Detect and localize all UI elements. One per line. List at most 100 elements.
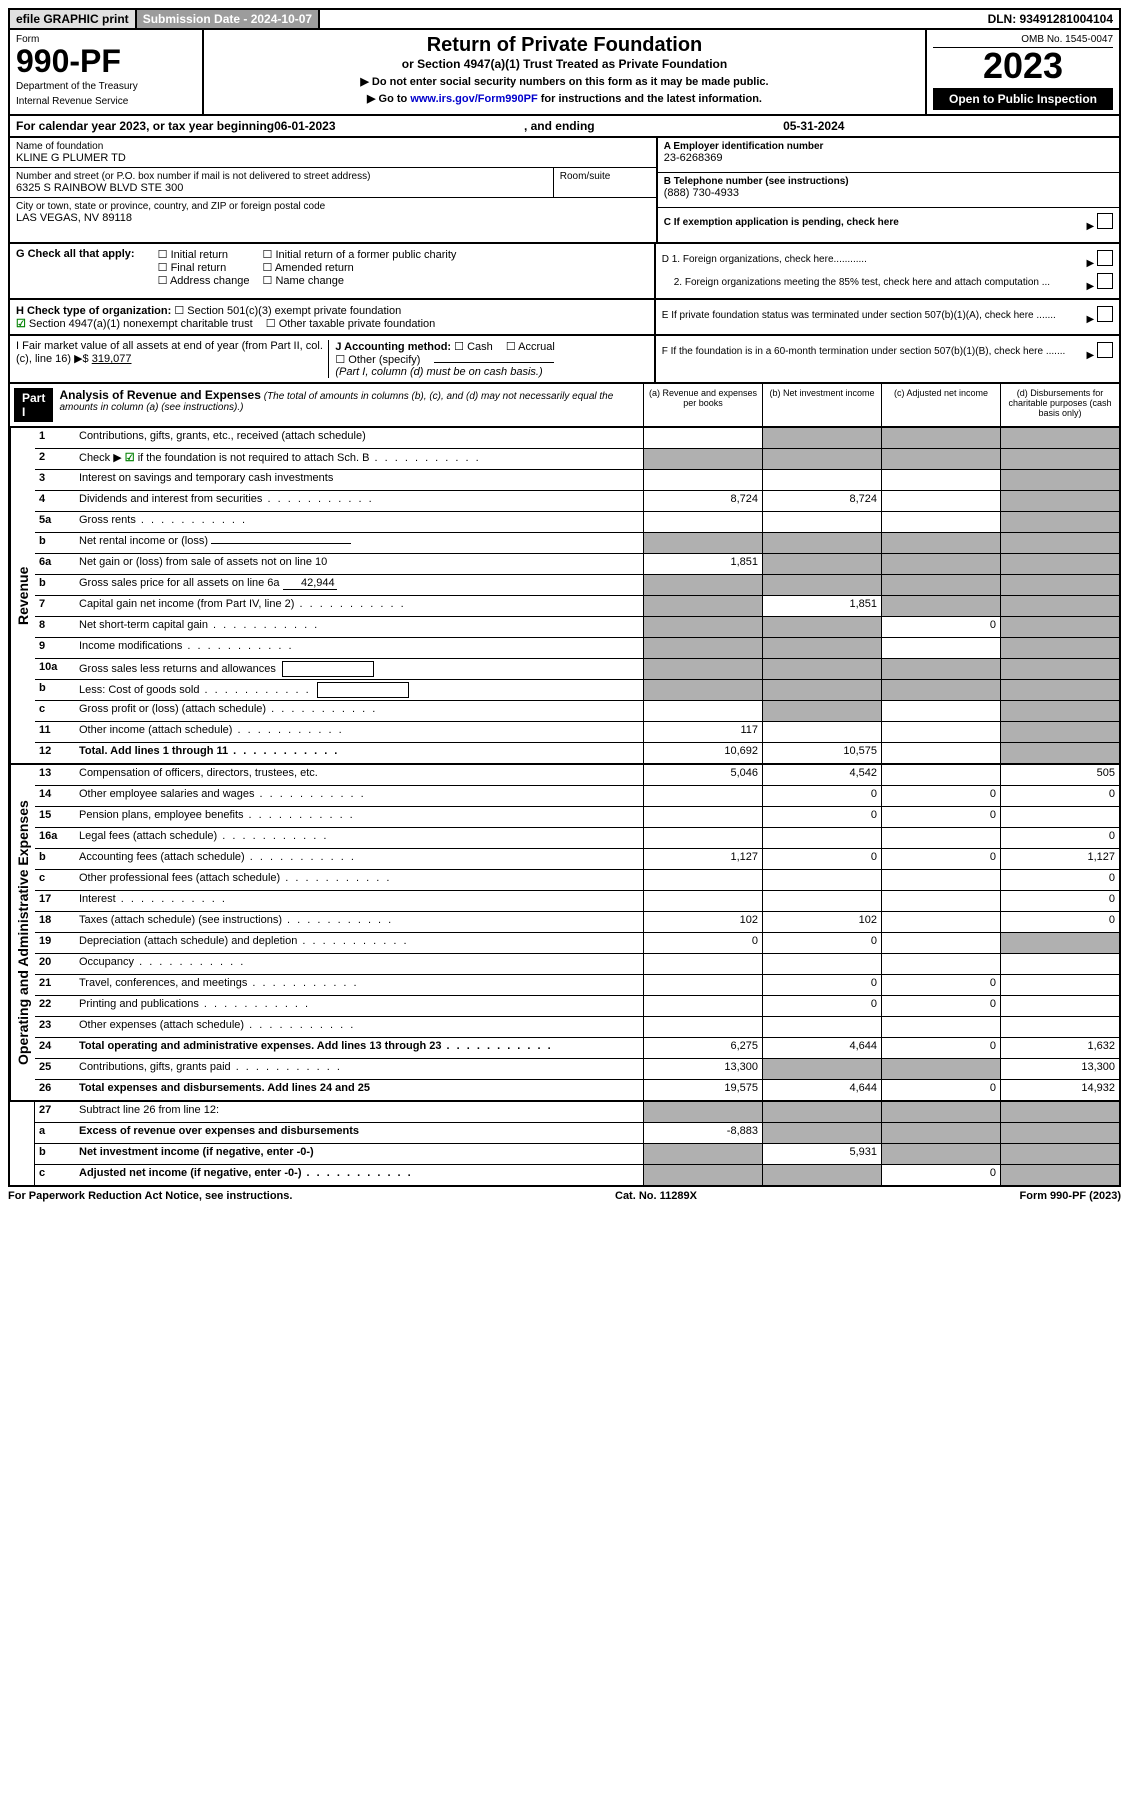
header-right: OMB No. 1545-0047 2023 Open to Public In… — [927, 30, 1119, 114]
e-checkbox[interactable] — [1097, 306, 1113, 322]
form-number: 990-PF — [16, 45, 196, 77]
open-public-badge: Open to Public Inspection — [933, 88, 1113, 110]
exemption-checkbox[interactable] — [1097, 213, 1113, 229]
cell-value: 0 — [881, 996, 1000, 1016]
dln-label: DLN: 93491281004104 — [982, 10, 1119, 28]
top-bar: efile GRAPHIC print Submission Date - 20… — [8, 8, 1121, 30]
section-ij-f: I Fair market value of all assets at end… — [8, 336, 1121, 384]
cell-value: 1,127 — [643, 849, 762, 869]
row-num: b — [35, 849, 75, 869]
cell-value: 0 — [762, 975, 881, 995]
row-num: 27 — [35, 1102, 75, 1122]
row-label: Legal fees (attach schedule) — [75, 828, 643, 848]
j-cash[interactable]: Cash — [454, 340, 493, 353]
tax-year: 2023 — [933, 48, 1113, 84]
row-label: Other income (attach schedule) — [75, 722, 643, 742]
g-initial-former[interactable]: Initial return of a former public charit… — [263, 248, 457, 261]
cell-value: 117 — [643, 722, 762, 742]
row-num: 8 — [35, 617, 75, 637]
h-other-taxable[interactable]: Other taxable private foundation — [266, 317, 435, 330]
j-other-input[interactable] — [434, 362, 554, 363]
row-num: 25 — [35, 1059, 75, 1079]
form-subtitle: or Section 4947(a)(1) Trust Treated as P… — [210, 57, 919, 71]
row-num: 9 — [35, 638, 75, 658]
cell-value: 5,046 — [643, 765, 762, 785]
irs-link[interactable]: www.irs.gov/Form990PF — [410, 93, 537, 105]
h-label: H Check type of organization: — [16, 305, 171, 317]
row-label: Accounting fees (attach schedule) — [75, 849, 643, 869]
catalog-number: Cat. No. 11289X — [615, 1190, 697, 1202]
header-left: Form 990-PF Department of the Treasury I… — [10, 30, 204, 114]
irs-label: Internal Revenue Service — [16, 96, 196, 107]
row-num: 1 — [35, 428, 75, 448]
row-num: 12 — [35, 743, 75, 763]
g-final-return[interactable]: Final return — [158, 261, 227, 274]
row-label: Other professional fees (attach schedule… — [75, 870, 643, 890]
row-label: Printing and publications — [75, 996, 643, 1016]
section-d: D 1. Foreign organizations, check here..… — [654, 244, 1119, 298]
j-other[interactable]: Other (specify) — [335, 353, 420, 366]
expenses-table: Operating and Administrative Expenses 13… — [8, 765, 1121, 1102]
cell-value: 4,644 — [762, 1038, 881, 1058]
d1-checkbox[interactable] — [1097, 250, 1113, 266]
row-label: Gross rents — [75, 512, 643, 532]
arrow-icon — [1087, 350, 1095, 361]
row-num: 17 — [35, 891, 75, 911]
section-h-e: H Check type of organization: Section 50… — [8, 300, 1121, 336]
j-accrual[interactable]: Accrual — [506, 340, 555, 353]
revenue-table: Revenue 1Contributions, gifts, grants, e… — [8, 428, 1121, 765]
row-label: Check ▶ if the foundation is not require… — [75, 449, 643, 469]
row-num: b — [35, 680, 75, 700]
cell-value: 13,300 — [643, 1059, 762, 1079]
col-b-header: (b) Net investment income — [762, 384, 881, 426]
cell-value: 13,300 — [1000, 1059, 1119, 1079]
row-num: 24 — [35, 1038, 75, 1058]
row-num: 16a — [35, 828, 75, 848]
g-amended-return[interactable]: Amended return — [263, 261, 354, 274]
row-num: 26 — [35, 1080, 75, 1100]
cell-value: -8,883 — [643, 1123, 762, 1143]
schb-checkbox[interactable] — [125, 452, 138, 464]
d2-checkbox[interactable] — [1097, 273, 1113, 289]
foundation-name: KLINE G PLUMER TD — [16, 152, 650, 164]
goto-prefix: ▶ Go to — [367, 93, 410, 105]
h-501c3[interactable]: Section 501(c)(3) exempt private foundat… — [174, 304, 401, 317]
expenses-side-label: Operating and Administrative Expenses — [10, 765, 35, 1100]
cell-value: 0 — [881, 786, 1000, 806]
row-label: Interest — [75, 891, 643, 911]
row-num: c — [35, 701, 75, 721]
cell-value: 10,692 — [643, 743, 762, 763]
d2-label: 2. Foreign organizations meeting the 85%… — [662, 277, 1050, 288]
row-num: 6a — [35, 554, 75, 574]
cell-value: 0 — [1000, 891, 1119, 911]
efile-print-button[interactable]: efile GRAPHIC print — [10, 10, 137, 28]
j-note: (Part I, column (d) must be on cash basi… — [335, 366, 542, 378]
row-label: Travel, conferences, and meetings — [75, 975, 643, 995]
row-label: Dividends and interest from securities — [75, 491, 643, 511]
row-label: Other employee salaries and wages — [75, 786, 643, 806]
entity-left: Name of foundation KLINE G PLUMER TD Num… — [10, 138, 656, 242]
row-label: Net rental income or (loss) — [75, 533, 643, 553]
cell-value: 10,575 — [762, 743, 881, 763]
row-num: b — [35, 1144, 75, 1164]
h-4947a1[interactable]: Section 4947(a)(1) nonexempt charitable … — [16, 317, 253, 330]
page-footer: For Paperwork Reduction Act Notice, see … — [8, 1187, 1121, 1205]
form-header: Form 990-PF Department of the Treasury I… — [8, 30, 1121, 116]
section-g-d: G Check all that apply: Initial return F… — [8, 244, 1121, 300]
row-label: Contributions, gifts, grants paid — [75, 1059, 643, 1079]
row-num: 10a — [35, 659, 75, 679]
row-num: 20 — [35, 954, 75, 974]
j-label: J Accounting method: — [335, 341, 451, 353]
cell-value: 0 — [762, 933, 881, 953]
section-f: F If the foundation is in a 60-month ter… — [654, 336, 1119, 382]
i-label: I Fair market value of all assets at end… — [16, 340, 323, 365]
dept-treasury: Department of the Treasury — [16, 81, 196, 92]
cell-value: 1,632 — [1000, 1038, 1119, 1058]
g-initial-return[interactable]: Initial return — [158, 248, 228, 261]
cell-value: 14,932 — [1000, 1080, 1119, 1100]
g-name-change[interactable]: Name change — [263, 274, 344, 287]
f-checkbox[interactable] — [1097, 342, 1113, 358]
ein-value: 23-6268369 — [664, 152, 1113, 164]
g-address-change[interactable]: Address change — [158, 274, 250, 287]
arrow-icon — [1087, 258, 1095, 269]
